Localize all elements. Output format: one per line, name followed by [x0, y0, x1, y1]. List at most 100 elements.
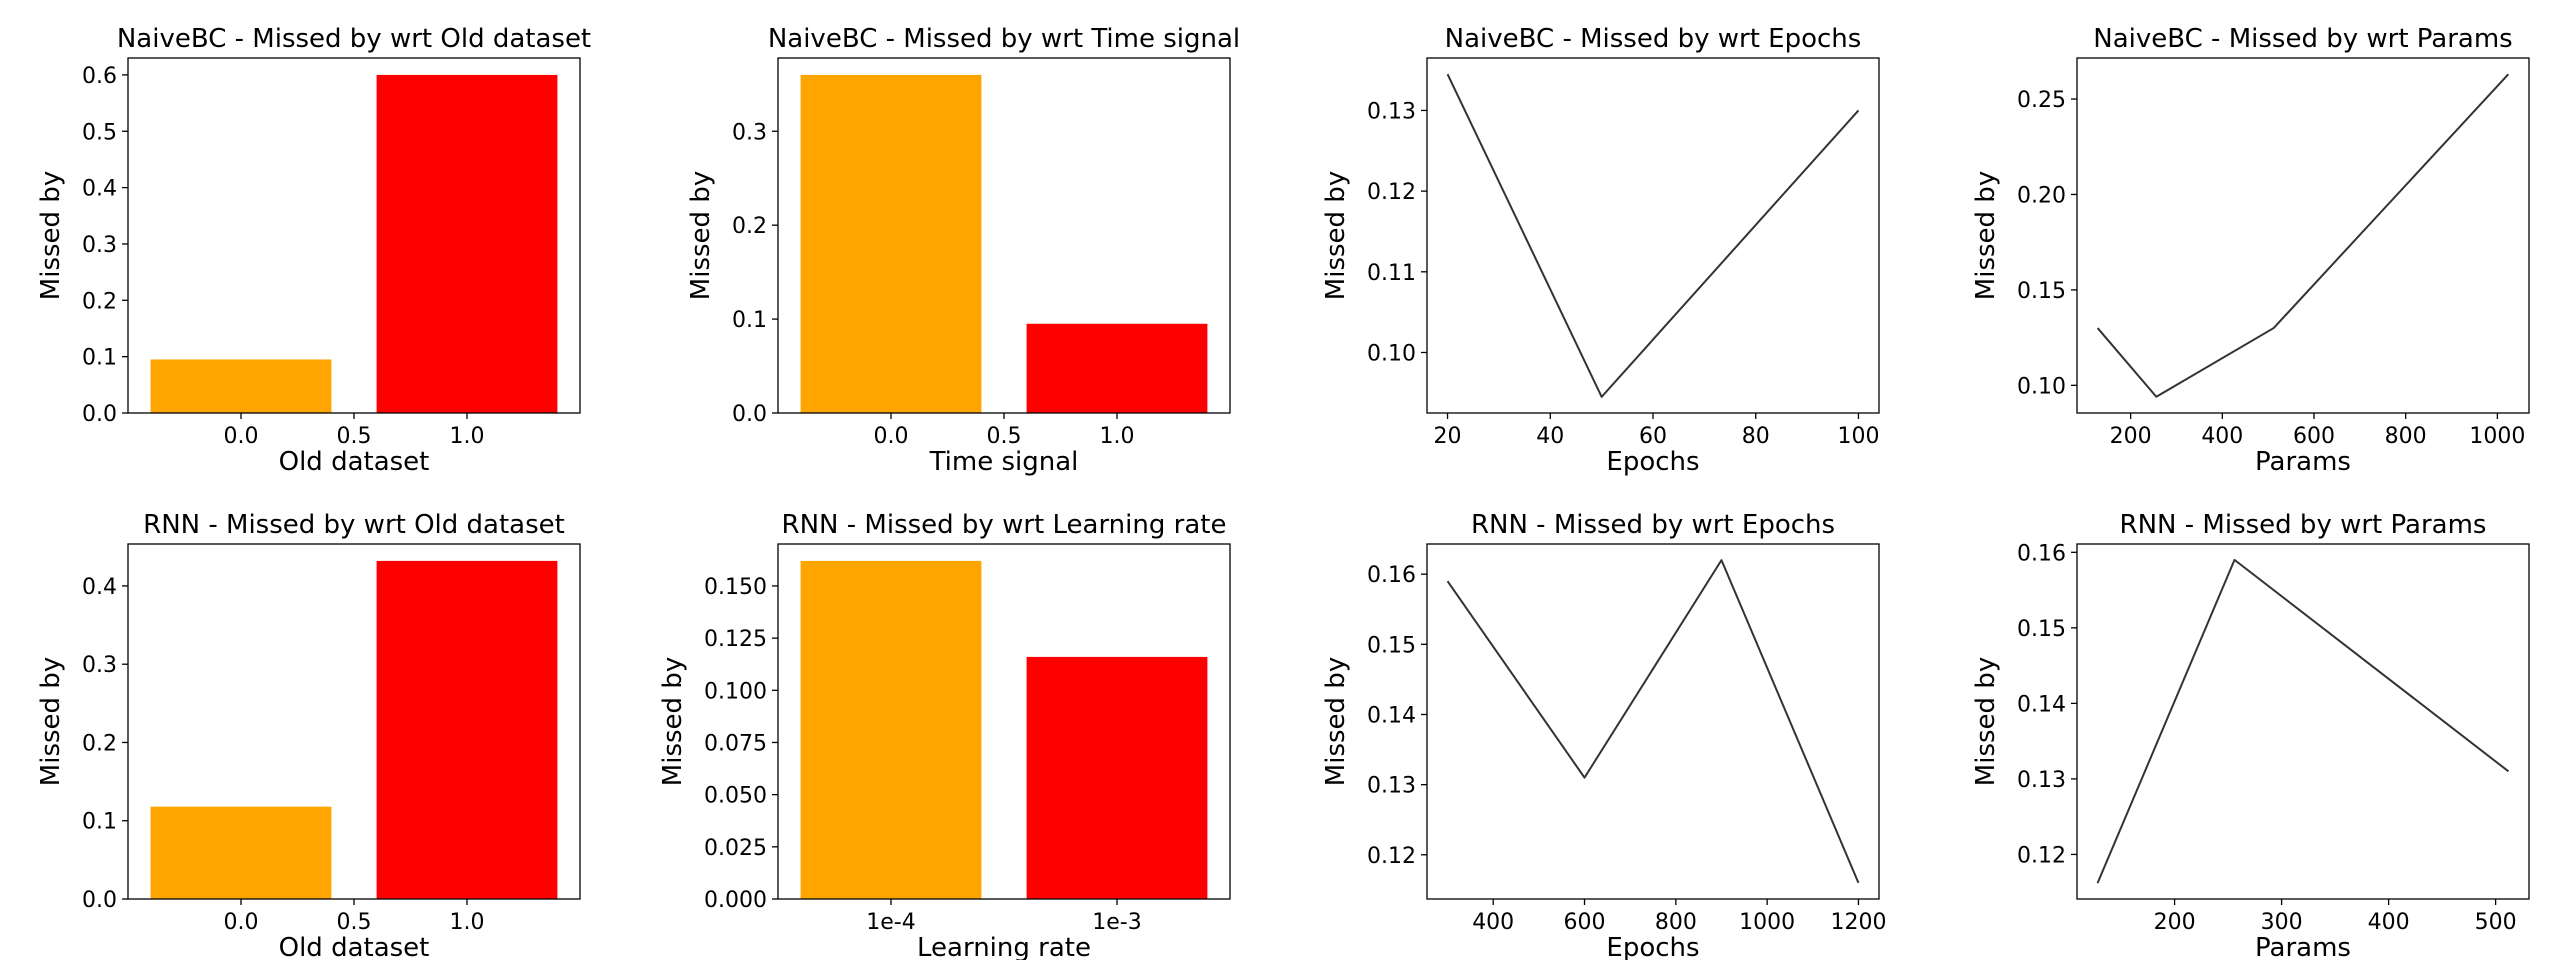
chart-title: NaiveBC - Missed by wrt Epochs [1445, 24, 1862, 54]
x-tick-label: 0.0 [874, 424, 909, 449]
x-tick-label: 0.0 [224, 424, 259, 449]
x-tick-label: 800 [2385, 424, 2427, 449]
y-tick-label: 0.0 [82, 402, 117, 427]
x-axis-label: Old dataset [279, 933, 430, 960]
x-tick-label: 40 [1536, 424, 1564, 449]
y-tick-label: 0.5 [82, 120, 117, 145]
x-tick-label: 60 [1639, 424, 1667, 449]
chart-title: NaiveBC - Missed by wrt Old dataset [117, 24, 591, 54]
y-axis-label: Missed by [1971, 171, 2001, 300]
subplot-3: 20 40 60 80 100 0.10 0.11 0.12 0.13 NaiveBC - Mis… [1321, 24, 1880, 477]
y-tick-label: 0.3 [732, 120, 767, 145]
y-tick-label: 0.12 [1367, 844, 1416, 869]
y-axis-label: Missed by [36, 657, 66, 786]
x-tick-label: 1000 [2469, 424, 2525, 449]
y-tick-label: 0.1 [732, 308, 767, 333]
x-tick-label: 500 [2475, 910, 2517, 935]
chart-title: RNN - Missed by wrt Params [2120, 510, 2487, 540]
x-tick-label: 1.0 [1100, 424, 1135, 449]
axes-frame [2076, 57, 2530, 414]
x-tick-label: 100 [1837, 424, 1879, 449]
x-tick-label: 0.0 [224, 910, 259, 935]
chart-title: NaiveBC - Missed by wrt Params [2093, 24, 2512, 54]
y-tick-label: 0.10 [1367, 341, 1416, 366]
x-tick-label: 200 [2110, 424, 2152, 449]
y-axis-label: Missed by [658, 657, 688, 786]
y-tick-label: 0.14 [2017, 692, 2066, 717]
subplot-2: 0.0 0.5 1.0 0.0 0.1 0.2 0.3 NaiveBC - Missed by… [686, 24, 1240, 477]
subplot-4: 200 400 600 800 1000 0.10 0.15 0.20 0.25 NaiveBC … [1971, 24, 2530, 477]
x-axis-label: Params [2255, 447, 2351, 477]
y-tick-label: 0.1 [82, 346, 117, 371]
y-tick-label: 0.12 [1367, 180, 1416, 205]
x-tick-label: 0.5 [337, 910, 372, 935]
y-tick-label: 0.050 [704, 784, 767, 809]
bar-1 [150, 806, 332, 899]
x-tick-label: 1e-3 [1092, 910, 1141, 935]
y-tick-label: 0.15 [1367, 633, 1416, 658]
x-tick-label: 20 [1434, 424, 1462, 449]
axes-frame [1426, 543, 1880, 900]
chart-title: RNN - Missed by wrt Epochs [1471, 510, 1835, 540]
y-axis-label: Missed by [1971, 657, 2001, 786]
y-tick-label: 0.150 [704, 575, 767, 600]
y-tick-label: 0.100 [704, 679, 767, 704]
x-tick-label: 200 [2154, 910, 2196, 935]
bar-2 [376, 74, 558, 414]
bar-2 [1026, 323, 1208, 413]
y-tick-label: 0.0 [82, 888, 117, 913]
axes-frame [2076, 543, 2530, 900]
y-tick-label: 0.1 [82, 810, 117, 835]
x-axis-label: Time signal [929, 447, 1079, 477]
y-tick-label: 0.16 [1367, 563, 1416, 588]
subplot-8: 200 300 400 500 0.12 0.13 0.14 0.15 0.16 RNN - Mi… [1971, 510, 2530, 960]
x-tick-label: 400 [1472, 910, 1514, 935]
y-tick-label: 0.14 [1367, 703, 1416, 728]
x-axis-label: Params [2255, 933, 2351, 960]
x-axis-label: Learning rate [917, 933, 1091, 960]
series-line [1446, 559, 1860, 884]
subplot-7: 400 600 800 1000 1200 0.12 0.13 0.14 0.15 0.16 RNN… [1321, 510, 1886, 960]
y-tick-label: 0.3 [82, 653, 117, 678]
bar-1 [800, 560, 982, 899]
series-line [1446, 73, 1860, 398]
y-axis-label: Missed by [1321, 171, 1351, 300]
x-tick-label: 400 [2368, 910, 2410, 935]
y-tick-label: 0.11 [1367, 261, 1416, 286]
y-tick-label: 0.2 [82, 731, 117, 756]
x-tick-label: 1e-4 [866, 910, 915, 935]
y-tick-label: 0.13 [1367, 99, 1416, 124]
y-axis-label: Missed by [686, 171, 716, 300]
x-tick-label: 600 [2293, 424, 2335, 449]
y-tick-label: 0.13 [2017, 768, 2066, 793]
y-tick-label: 0.4 [82, 575, 117, 600]
y-tick-label: 0.2 [732, 214, 767, 239]
x-tick-label: 1.0 [450, 424, 485, 449]
x-tick-label: 600 [1564, 910, 1606, 935]
y-tick-label: 0.125 [704, 627, 767, 652]
y-tick-label: 0.075 [704, 731, 767, 756]
series-line [2096, 73, 2510, 398]
chart-title: RNN - Missed by wrt Old dataset [143, 510, 565, 540]
x-tick-label: 400 [2201, 424, 2243, 449]
x-tick-label: 1.0 [450, 910, 485, 935]
bar-1 [150, 359, 332, 413]
x-tick-label: 80 [1742, 424, 1770, 449]
x-tick-label: 800 [1655, 910, 1697, 935]
y-tick-label: 0.10 [2017, 374, 2066, 399]
y-tick-label: 0.6 [82, 64, 117, 89]
y-axis-label: Missed by [36, 171, 66, 300]
x-tick-label: 300 [2261, 910, 2303, 935]
y-tick-label: 0.25 [2017, 88, 2066, 113]
y-tick-label: 0.12 [2017, 843, 2066, 868]
x-tick-label: 1200 [1830, 910, 1886, 935]
y-tick-label: 0.16 [2017, 541, 2066, 566]
subplot-6: 1e-4 1e-3 0.000 0.025 0.050 0.075 0.100 0.125 0.… [658, 510, 1231, 960]
x-tick-label: 1000 [1739, 910, 1795, 935]
subplot-5: 0.0 0.5 1.0 0.0 0.1 0.2 0.3 0.4 RNN - Missed by … [36, 510, 581, 960]
bar-2 [1026, 656, 1208, 899]
y-tick-label: 0.025 [704, 836, 767, 861]
bar-2 [376, 560, 558, 899]
